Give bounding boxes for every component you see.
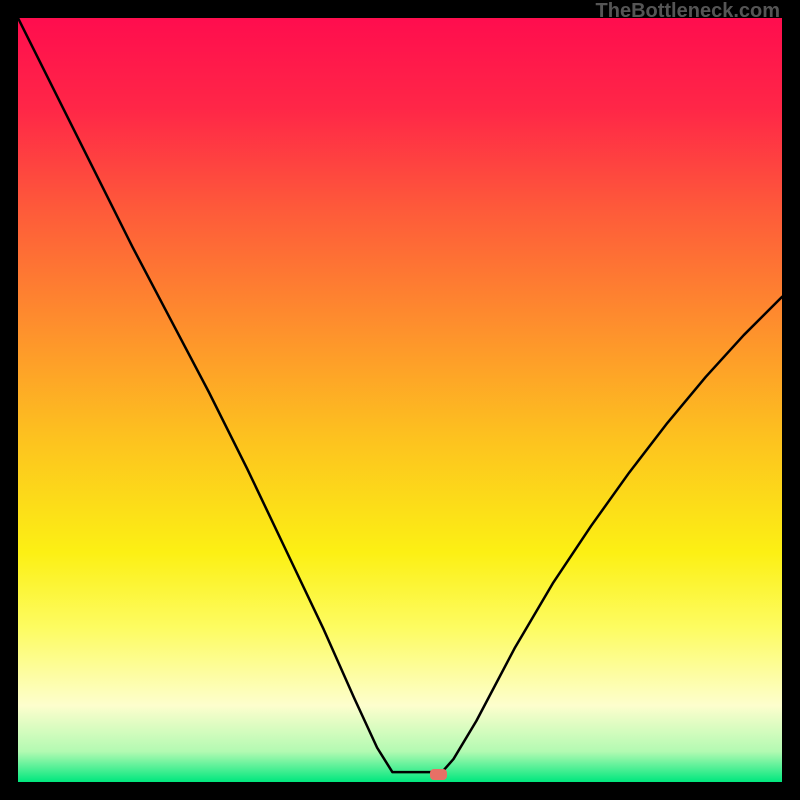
optimal-point-marker xyxy=(430,769,447,780)
watermark-text: TheBottleneck.com xyxy=(596,0,780,23)
chart-svg xyxy=(18,18,782,782)
gradient-background xyxy=(18,18,782,782)
plot-area xyxy=(18,18,782,782)
chart-container: TheBottleneck.com xyxy=(0,0,800,800)
